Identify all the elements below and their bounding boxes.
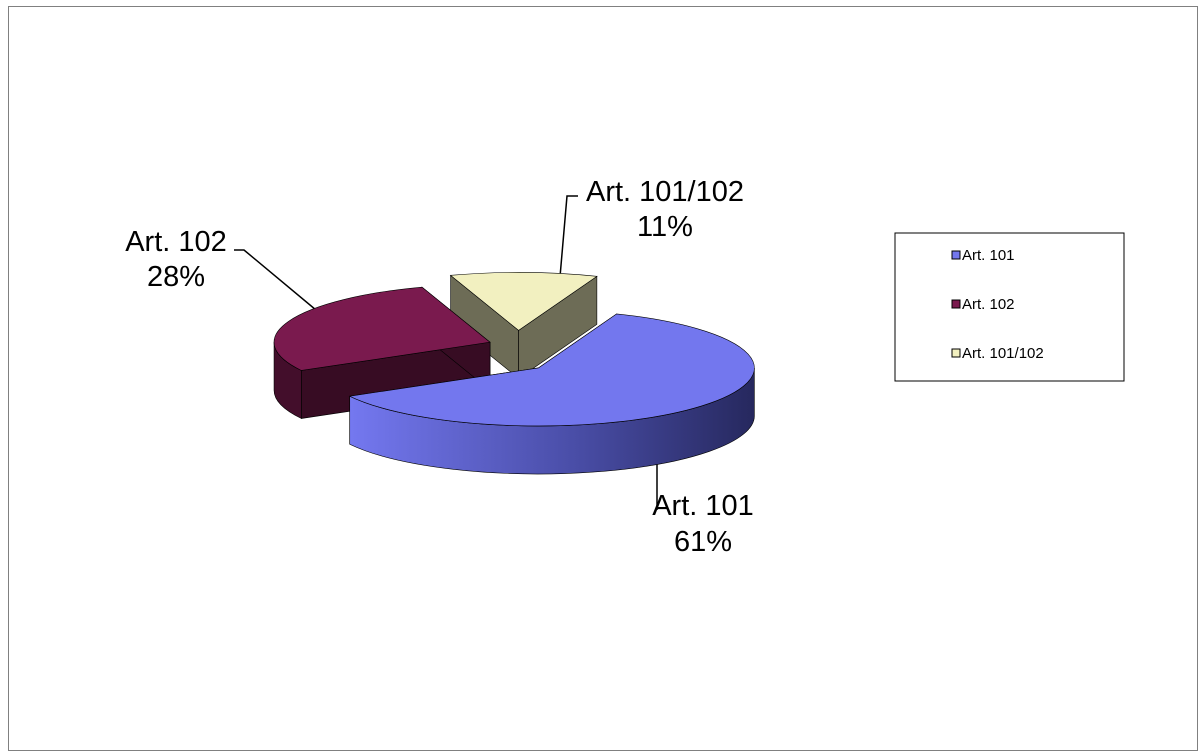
- slice-top-art-101: [348, 313, 755, 427]
- leader-line-art-102: [234, 249, 335, 326]
- label-name-art-101-102: Art. 101/102: [586, 176, 744, 208]
- label-value-art-102: 28%: [147, 261, 205, 293]
- label-name-art-101: Art. 101: [652, 490, 754, 522]
- pie-slices: [273, 272, 755, 475]
- label-name-art-102: Art. 102: [125, 226, 227, 258]
- legend-label-art-101-102: Art. 101/102: [962, 345, 1044, 362]
- slice-art-101-102: [449, 272, 598, 380]
- legend-label-art-102: Art. 102: [962, 296, 1015, 313]
- label-value-art-101-102: 11%: [637, 211, 693, 243]
- legend-swatch-art-102: [951, 299, 961, 309]
- slice-top-art-101-102: [449, 272, 598, 331]
- data-labels: Art. 102 28% Art. 101/102 11% Art. 101 6…: [125, 176, 754, 558]
- slice-art-102: [273, 286, 491, 419]
- legend-swatch-art-101: [951, 250, 961, 260]
- slice-art-101: [348, 313, 755, 475]
- legend-swatch-art-101-102: [951, 348, 961, 358]
- label-value-art-101: 61%: [674, 526, 732, 558]
- slice-top-art-102: [273, 286, 491, 371]
- legend-box: [894, 232, 1125, 382]
- legend: Art. 101 Art. 102 Art. 101/102: [894, 232, 1125, 382]
- legend-label-art-101: Art. 101: [962, 247, 1015, 264]
- leader-line-art-101-102: [557, 195, 578, 301]
